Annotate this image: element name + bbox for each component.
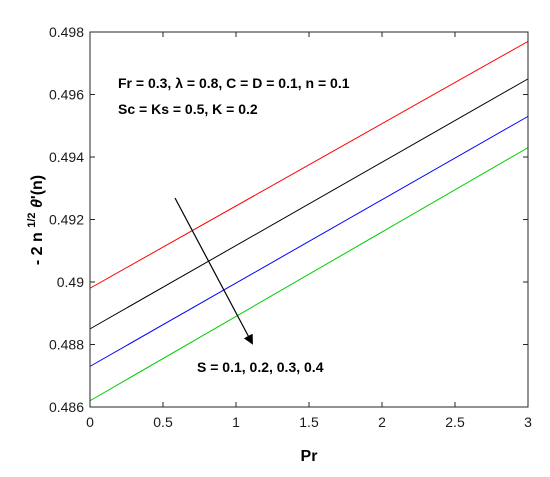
x-tick-label: 3: [524, 414, 532, 430]
y-axis-label-prefix: - 2 n: [29, 232, 46, 265]
y-axis-ticks: 0.486 0.488 0.49 0.492 0.494 0.496 0.498: [49, 24, 528, 415]
y-tick-label: 0.488: [49, 337, 84, 353]
y-tick-label: 0.49: [57, 274, 84, 290]
parameter-annotation-line2: Sc = Ks = 0.5, K = 0.2: [118, 101, 258, 117]
x-tick-label: 2: [378, 414, 386, 430]
x-tick-label: 0: [86, 414, 94, 430]
series-line-2: [89, 78, 529, 330]
x-tick-label: 2.5: [445, 414, 465, 430]
series-line-1: [89, 40, 529, 289]
y-tick-label: 0.492: [49, 212, 84, 228]
series-layer: [89, 40, 529, 402]
series-line-3: [89, 115, 529, 367]
y-tick-label: 0.494: [49, 149, 84, 165]
x-axis-label: Pr: [301, 448, 318, 465]
parameter-annotation-line1: Fr = 0.3, λ = 0.8, C = D = 0.1, n = 0.1: [118, 75, 350, 91]
plot-background: [90, 32, 528, 407]
x-tick-label: 0.5: [153, 414, 173, 430]
y-tick-label: 0.496: [49, 87, 84, 103]
series-line-4: [89, 147, 529, 402]
y-tick-label: 0.486: [49, 399, 84, 415]
y-axis-label: - 2 n 1/2 θ'(n): [22, 175, 46, 265]
trend-arrow: [174, 197, 253, 345]
y-axis-label-superscript: 1/2: [26, 212, 38, 227]
x-tick-label: 1: [232, 414, 240, 430]
y-axis-label-symbol: θ: [29, 199, 46, 208]
arrow-annotation-label: S = 0.1, 0.2, 0.3, 0.4: [197, 359, 324, 375]
x-tick-label: 1.5: [299, 414, 319, 430]
x-axis-ticks: 0 0.5 1 1.5 2 2.5 3: [86, 32, 532, 430]
y-axis-label-suffix: '(n): [29, 175, 46, 199]
y-tick-label: 0.498: [49, 24, 84, 40]
